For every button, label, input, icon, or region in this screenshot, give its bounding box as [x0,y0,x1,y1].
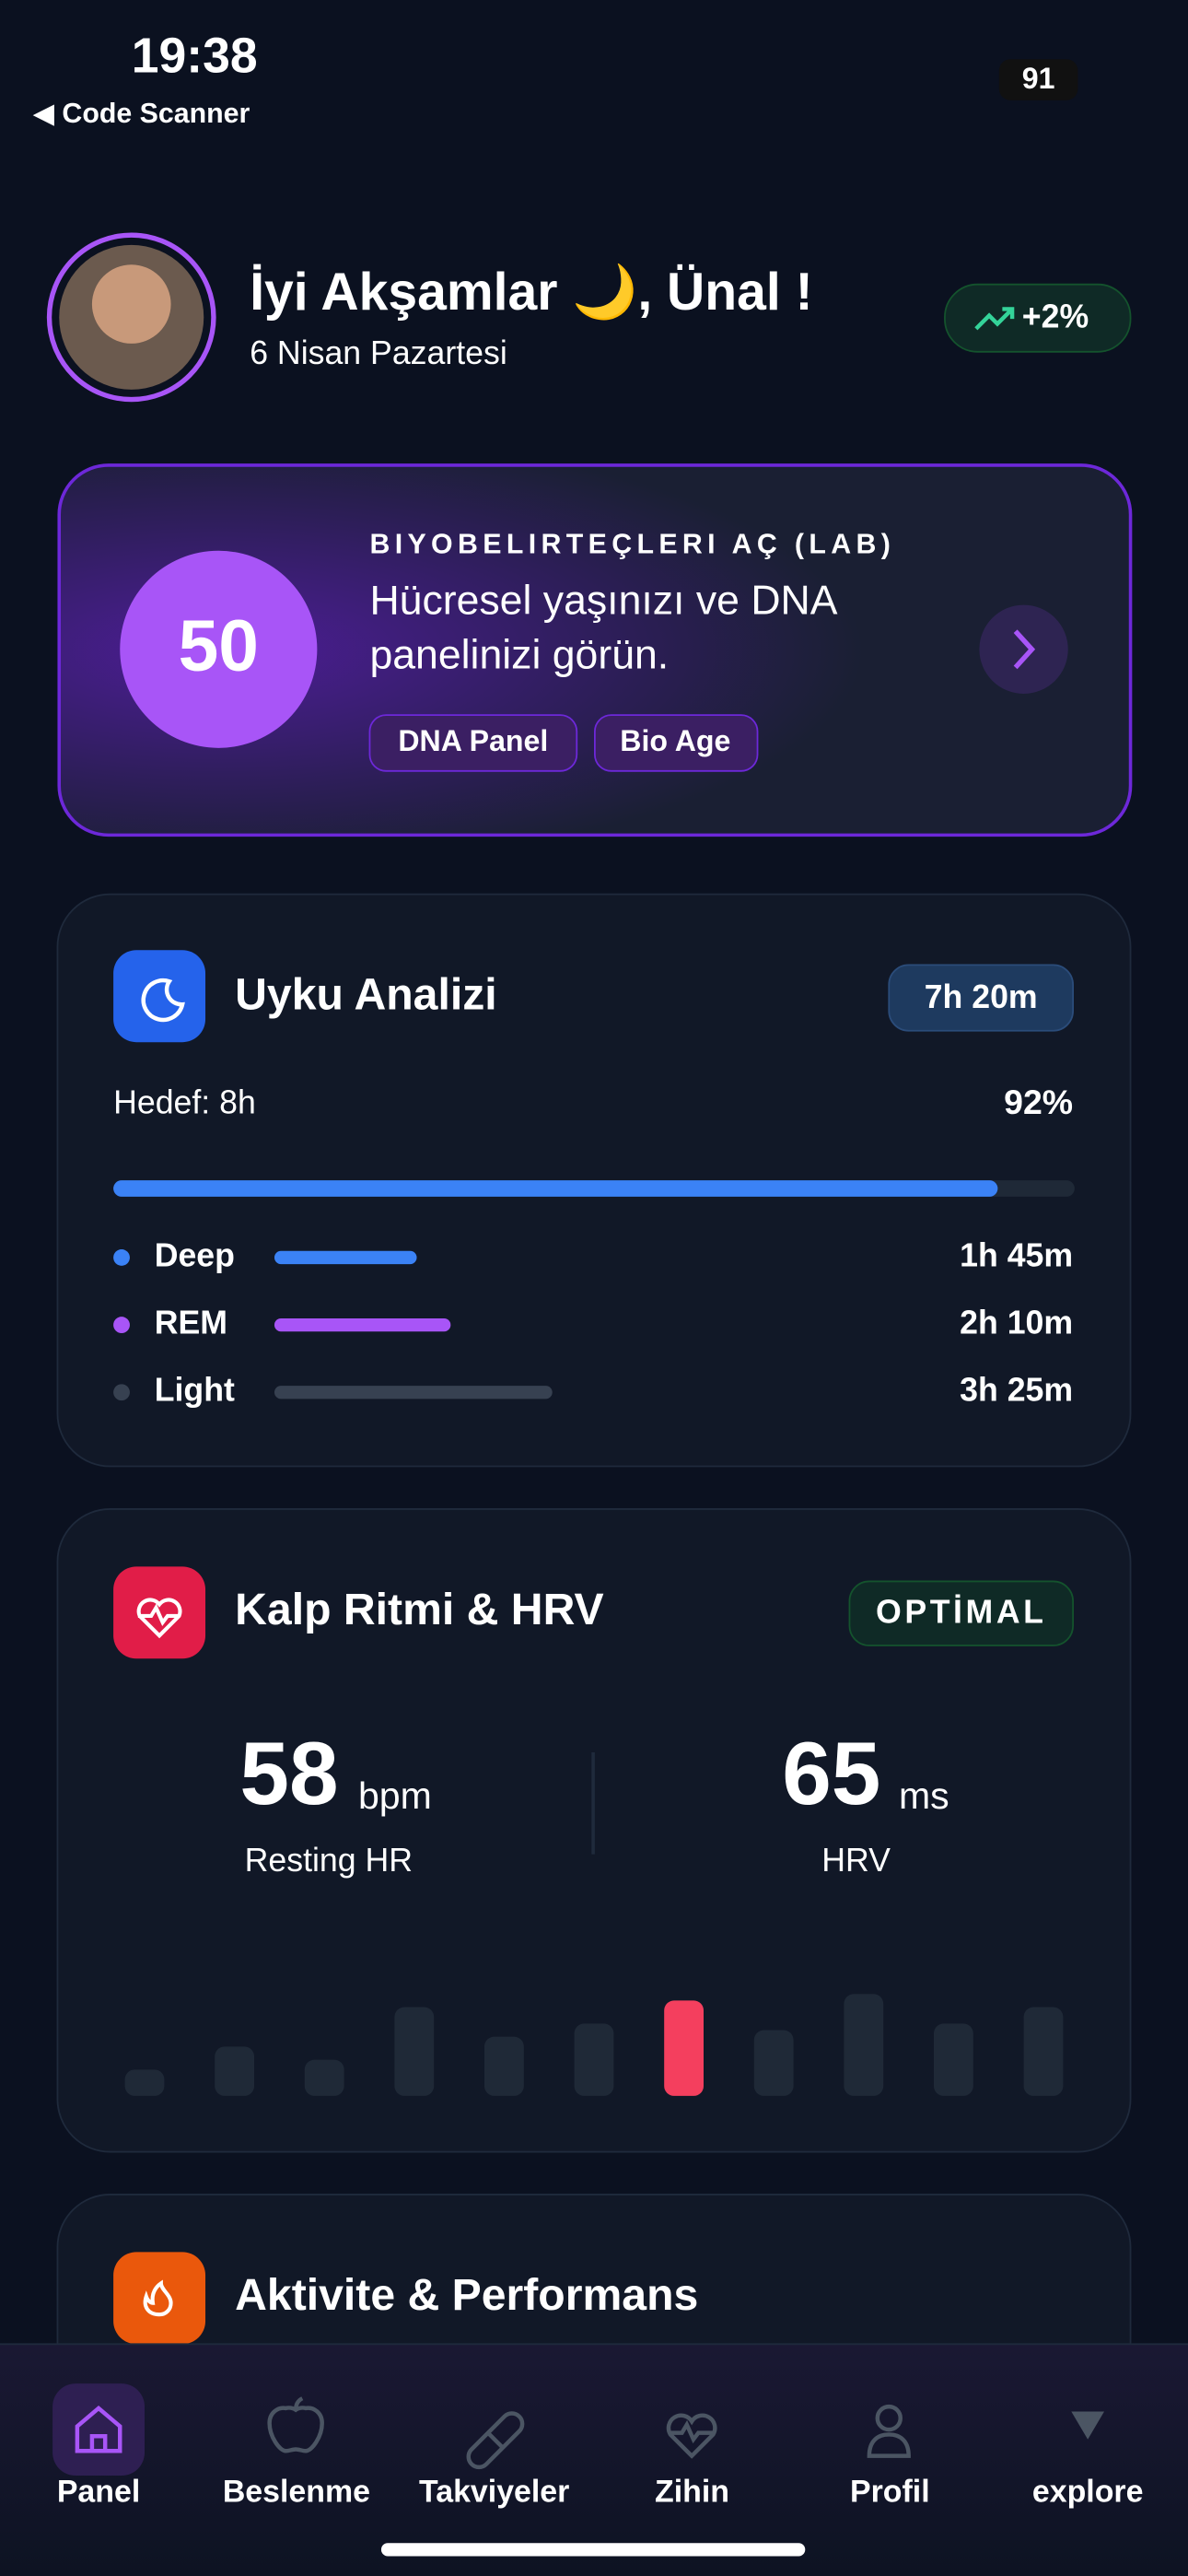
hr-bar [574,2023,614,2096]
flame-icon [143,2279,173,2317]
hr-bar [1023,2007,1064,2096]
mind-icon [666,2413,717,2459]
stage-bar [274,1386,553,1399]
trend-badge [944,283,1132,353]
chip-label: Bio Age [620,724,730,757]
hrv-value: 65 [782,1725,880,1823]
back-link[interactable]: ◀ Code Scanner [33,99,250,129]
tab-label[interactable]: Takviyeler [419,2475,569,2510]
chip[interactable] [368,714,578,772]
profile-icon [875,2404,903,2432]
score: 50 [179,604,259,685]
hr-bar [124,2069,165,2096]
home-icon [75,2405,122,2453]
stage-duration: 3h 25m [960,1372,1073,1409]
hr-bar [394,2007,435,2096]
activity-title: Aktivite & Performans [235,2270,698,2320]
heart-glyph [136,1598,182,1639]
tab-label[interactable]: explore [1032,2475,1144,2510]
chip-label: DNA Panel [398,724,548,757]
lab-text: panelinizi görün. [369,632,669,677]
sleep-icon [113,950,206,1043]
sleep-total: 7h 20m [925,978,1038,1015]
heart-title: Kalp Ritmi & HRV [235,1585,603,1634]
tab-label[interactable]: Beslenme [223,2475,370,2510]
home-indicator [380,2543,806,2557]
chip[interactable] [593,714,759,772]
hr-bar [215,2046,255,2096]
arrow-icon [1013,629,1036,670]
tab-bar [0,2344,1188,2576]
progress-fill [113,1180,998,1197]
moon-icon [141,978,185,1023]
hr-bar [483,2036,524,2096]
profile-body [867,2432,911,2458]
hr-bar [933,2023,973,2096]
sleep-percent: 92% [1004,1083,1073,1121]
sleep-badge [888,964,1074,1032]
lab-eyebrow: BIYOBELIRTEÇLERI AÇ (LAB) [369,529,895,559]
tab-label[interactable]: Zihin [655,2475,729,2510]
hr-bar [753,2030,794,2096]
stage-name: Light [155,1372,235,1409]
sleep-goal: Hedef: 8h [113,1083,256,1120]
status-badge [848,1580,1074,1646]
stage-duration: 1h 45m [960,1236,1073,1273]
tab-label[interactable]: Panel [57,2475,140,2510]
score-circle [120,550,318,748]
supplement-icon [466,2411,525,2470]
time: 19:38 [132,29,258,83]
hrv-unit: ms [899,1774,949,1817]
avatar-face [91,264,171,344]
battery-level: 91 [1022,62,1055,95]
explore-icon [1071,2411,1105,2440]
hr-unit: bpm [358,1774,432,1817]
hrv-label: HRV [821,1842,891,1879]
greeting: İyi Akşamlar 🌙, Ünal ! [250,262,812,323]
stage-dot [113,1317,130,1334]
battery [998,59,1078,100]
trend-icon [974,307,1015,331]
hr-bar [304,2059,344,2096]
avatar-ring [46,232,216,403]
heart-status: OPTİMAL [876,1594,1047,1631]
hr-label: Resting HR [245,1842,413,1879]
hr-value: 58 [239,1725,338,1823]
nutrition-icon [267,2396,324,2453]
arrow-button[interactable] [979,604,1068,694]
stage-duration: 2h 10m [960,1305,1073,1341]
trend-value: +2% [1022,299,1089,335]
active-tab-bg [52,2383,146,2476]
activity-icon [113,2252,206,2345]
hr-bar [664,2000,705,2096]
stage-dot [113,1384,130,1401]
sleep-title: Uyku Analizi [235,970,497,1020]
hr-bar [844,1994,884,2096]
stage-bar [274,1250,417,1265]
stage-name: Deep [155,1236,235,1273]
lab-card[interactable] [57,463,1133,837]
tab-label[interactable]: Profil [850,2475,930,2510]
stage-dot [113,1249,130,1266]
lab-text: Hücresel yaşınızı ve DNA [369,579,837,624]
stage-bar [274,1317,451,1332]
date: 6 Nisan Pazartesi [250,334,507,371]
stage-name: REM [155,1305,227,1341]
